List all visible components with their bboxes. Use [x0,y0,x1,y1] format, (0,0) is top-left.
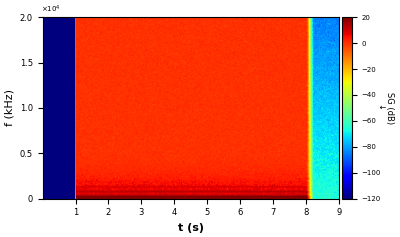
Y-axis label: SG (dB)
↓: SG (dB) ↓ [375,92,394,124]
Y-axis label: f (kHz): f (kHz) [4,89,14,126]
Text: $\times 10^4$: $\times 10^4$ [41,4,61,15]
X-axis label: t (s): t (s) [178,223,204,233]
